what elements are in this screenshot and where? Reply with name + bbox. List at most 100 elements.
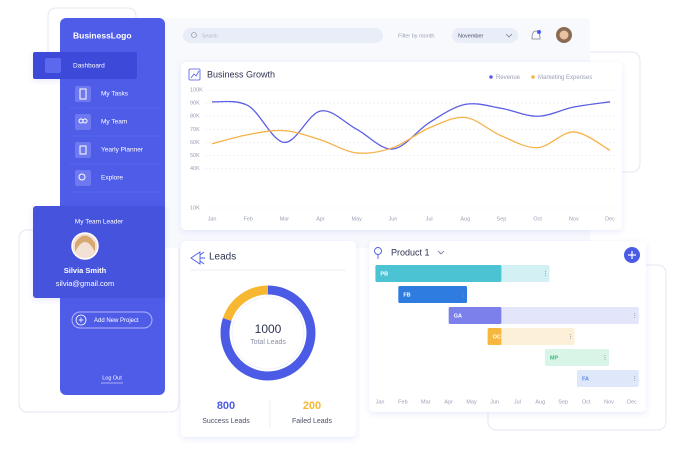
leads-icon [190, 251, 205, 265]
logout[interactable]: Log Out [102, 375, 122, 381]
nav-item[interactable]: My Team [101, 119, 127, 126]
gantt-label: GA [454, 313, 462, 319]
x-tick-label: Dec [627, 399, 637, 405]
y-tick-label: 70K [190, 127, 200, 133]
x-tick-label: Jun [490, 399, 499, 405]
leader-name: Silvia Smith [64, 266, 107, 275]
notification-dot [537, 30, 541, 34]
growth-icon [188, 68, 201, 81]
team-card [33, 206, 165, 298]
donut-total: 1000 [255, 322, 282, 336]
add-project-label[interactable]: Add New Project [94, 318, 139, 324]
month-value: November [458, 33, 484, 39]
x-tick-label: Oct [533, 216, 542, 222]
filter-label: Filter by month [398, 33, 434, 39]
x-tick-label: Feb [398, 399, 407, 405]
bar-menu-dot [604, 355, 606, 356]
logo: BusinessLogo [73, 30, 132, 40]
bar-menu-dot [570, 334, 572, 335]
x-tick-label: Jun [388, 216, 397, 222]
bar-menu-dot [544, 271, 546, 272]
bar-menu-dot [634, 376, 636, 377]
bar-menu-dot [634, 315, 636, 316]
plus-glyph [78, 317, 84, 323]
gantt-progress [487, 328, 502, 345]
search-bar[interactable] [183, 28, 383, 43]
search-placeholder: Search [202, 33, 218, 39]
add-project-button[interactable] [71, 311, 153, 329]
nav-glyphs [78, 88, 88, 181]
x-tick-label: Aug [535, 399, 545, 405]
gantt-bar [487, 328, 575, 345]
bar-menu-dot [462, 296, 464, 297]
legend-label: Revenue [496, 75, 521, 81]
gantt-progress [375, 265, 502, 282]
chevron [505, 33, 513, 38]
x-tick-label: Apr [444, 399, 453, 405]
add-glyph [628, 251, 636, 259]
y-tick-label: 100K [190, 87, 203, 93]
gantt-progress [398, 286, 468, 303]
gantt-bar [576, 370, 639, 387]
nav-item[interactable]: My Tasks [101, 91, 129, 98]
x-tick-label: Jan [208, 216, 217, 222]
lead-value: 200 [303, 400, 321, 412]
month-dropdown[interactable] [452, 28, 518, 43]
plus-icon [75, 314, 87, 326]
y-tick-label: 60K [190, 140, 200, 146]
x-tick-label: Sep [558, 399, 568, 405]
growth-chart: 100K 90K 80K 70K 60K 50K 40K 10K Jan Feb Mar Apr May… [190, 75, 615, 222]
x-tick-label: Feb [243, 216, 252, 222]
bar-menu-dot [634, 317, 636, 318]
gantt-card [369, 241, 646, 412]
gantt-progress [448, 307, 502, 324]
x-tick-label: Mar [280, 216, 290, 222]
bar-menu-dot [570, 336, 572, 337]
x-tick-label: Dec [605, 216, 615, 222]
line-series [211, 116, 611, 154]
bar-menu-dot [634, 380, 636, 381]
nav-icons [75, 86, 91, 186]
y-tick-label: 80K [190, 114, 200, 120]
x-tick-label: Jan [376, 399, 385, 405]
x-tick-label: Jul [426, 216, 433, 222]
gantt-icon [374, 247, 382, 255]
bar-menu-dot [634, 378, 636, 379]
bar-menu-dot [570, 338, 572, 339]
x-tick-label: Oct [582, 399, 591, 405]
x-tick-label: Mar [421, 399, 431, 405]
gantt-label: MP [550, 355, 559, 361]
y-tick-label: 90K [190, 101, 200, 107]
gantt-bar [544, 349, 609, 366]
y-tick-label: 10K [190, 205, 200, 211]
x-tick-label: Sep [497, 216, 507, 222]
bar-menu-dot [462, 294, 464, 295]
nav-item[interactable]: Yearly Planner [101, 147, 144, 154]
x-tick-label: Nov [604, 399, 614, 405]
nav-item[interactable]: Dashboard [73, 63, 105, 70]
bar-menu-dot [634, 313, 636, 314]
x-tick-label: May [466, 399, 477, 405]
bar-menu-dot [462, 292, 464, 293]
gantt-title: Product 1 [391, 247, 430, 257]
bar-menu-dot [604, 357, 606, 358]
donut-inner [231, 296, 305, 370]
chevron[interactable] [437, 250, 445, 255]
x-tick-label: Nov [569, 216, 579, 222]
gantt-chart: Jan Feb Mar Apr May Jun Jul Aug Sep Oct Nov Dec PB FB… [375, 265, 639, 405]
lead-label: Failed Leads [292, 418, 333, 425]
bar-menu-dot [544, 275, 546, 276]
leads-card [181, 241, 356, 437]
bell-icon[interactable] [531, 30, 541, 40]
legend-swatch [489, 75, 493, 79]
avatar-hair [75, 235, 95, 252]
gantt-label: OC [493, 334, 501, 340]
nav-icon [45, 58, 61, 73]
donut-center-label: Total Leads [250, 339, 286, 346]
y-tick-label: 50K [190, 153, 200, 159]
nav-item[interactable]: Explore [101, 175, 123, 182]
lead-label: Success Leads [202, 418, 250, 425]
leads-chart: 1000 Total Leads 800 Success Leads 200 Failed… [202, 285, 333, 425]
team-heading: My Team Leader [75, 219, 124, 226]
